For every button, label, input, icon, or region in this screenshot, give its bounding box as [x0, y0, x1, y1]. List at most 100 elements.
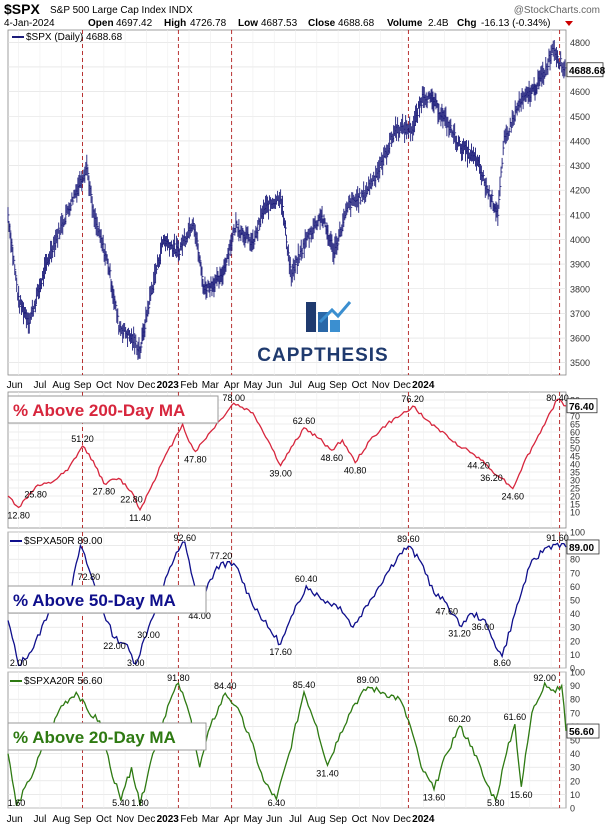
x-tick-label: 2023 — [157, 814, 180, 825]
data-label: 22.00 — [103, 641, 126, 651]
high-value: 4726.78 — [190, 18, 227, 29]
data-label: 25.80 — [24, 490, 47, 500]
data-label: 5.80 — [487, 798, 505, 808]
y-tick-label: 50 — [570, 596, 580, 606]
x-tick-label: Oct — [352, 380, 368, 391]
current-value-flag — [566, 723, 600, 739]
data-label: 22.80 — [120, 495, 143, 505]
x-tick-label: Feb — [180, 380, 198, 391]
data-label: 60.40 — [295, 574, 318, 584]
y-tick-label: 40 — [570, 749, 580, 759]
data-label: 12.80 — [7, 511, 30, 521]
current-value-text: 89.00 — [569, 543, 594, 554]
data-label: 11.40 — [129, 513, 151, 523]
current-value-text: 4688.68 — [569, 66, 605, 77]
y-tick-label: 10 — [570, 508, 580, 518]
logo-text: CAPPTHESIS — [257, 345, 388, 366]
data-label: 84.40 — [214, 681, 237, 691]
data-label: 60.20 — [448, 714, 471, 724]
quote-date: 4-Jan-2024 — [4, 18, 55, 29]
data-label: 72.80 — [78, 572, 101, 582]
close-label: Close — [308, 18, 336, 29]
x-tick-label: Jun — [266, 814, 282, 825]
data-label: 47.60 — [435, 606, 458, 616]
y-tick-label: 3700 — [570, 309, 590, 319]
y-tick-label: 3500 — [570, 358, 590, 368]
low-label: Low — [238, 18, 258, 29]
y-tick-label: 35 — [570, 468, 580, 478]
panel-frame — [7, 29, 567, 376]
y-tick-label: 65 — [570, 420, 580, 430]
x-tick-label: Dec — [138, 814, 156, 825]
capp-logo: CAPPTHESIS — [257, 301, 388, 366]
current-value-text: 76.40 — [569, 402, 594, 413]
y-tick-label: 20 — [570, 636, 580, 646]
x-tick-label: Aug — [308, 814, 326, 825]
logo-trend-icon — [318, 301, 352, 324]
data-label: 77.20 — [210, 551, 233, 561]
data-label: 44.20 — [467, 460, 490, 470]
stockcharts-watermark: @StockCharts.com — [514, 5, 600, 16]
panel-label-text: % Above 200-Day MA — [13, 401, 185, 420]
open-label: Open — [88, 18, 114, 29]
x-tick-label: 2023 — [157, 380, 180, 391]
panel-4: 01020304050607080901001.6064.005.401.809… — [7, 668, 600, 814]
data-label: 30.00 — [137, 630, 160, 640]
data-label: 3.00 — [127, 658, 145, 668]
volume-value: 2.4B — [428, 18, 449, 29]
data-label: 62.60 — [293, 416, 316, 426]
data-label: 2.00 — [10, 658, 28, 668]
y-tick-label: 4000 — [570, 235, 590, 245]
x-tick-label: Dec — [393, 380, 411, 391]
x-tick-label: 2024 — [412, 380, 435, 391]
x-tick-label: 2024 — [412, 814, 435, 825]
high-label: High — [164, 18, 186, 29]
volume-label: Volume — [387, 18, 423, 29]
data-label: 44.00 — [188, 611, 211, 621]
x-tick-label: Jul — [289, 814, 302, 825]
data-label: 40.80 — [344, 466, 367, 476]
y-tick-label: 30 — [570, 476, 580, 486]
y-tick-label: 3600 — [570, 334, 590, 344]
legend-title: $SPXA50R 89.00 — [24, 536, 103, 547]
y-tick-label: 20 — [570, 492, 580, 502]
data-label: 8.60 — [493, 658, 511, 668]
data-label: 89.00 — [357, 675, 380, 685]
x-tick-label: Oct — [352, 814, 368, 825]
x-tick-label: Mar — [202, 814, 220, 825]
y-tick-label: 60 — [570, 582, 580, 592]
panel-label-box — [7, 585, 207, 614]
x-tick-label: Jul — [289, 380, 302, 391]
x-tick-label: Apr — [224, 380, 240, 391]
x-tick-label: Sep — [329, 814, 347, 825]
x-tick-label: Nov — [372, 380, 390, 391]
panel-label-text: % Above 50-Day MA — [13, 591, 176, 610]
y-tick-label: 30 — [570, 623, 580, 633]
x-tick-label: Jul — [34, 814, 47, 825]
x-tick-label: Nov — [116, 814, 134, 825]
y-tick-label: 90 — [570, 681, 580, 691]
data-label: 31.40 — [316, 768, 339, 778]
x-tick-label: Sep — [74, 814, 92, 825]
panel-2: 10152025303540455055606570758012.8025.80… — [7, 391, 598, 529]
x-tick-label: Jun — [7, 380, 23, 391]
x-tick-label: Apr — [224, 814, 240, 825]
data-label: 91.60 — [546, 533, 569, 543]
chg-label: Chg — [457, 18, 476, 29]
x-tick-label: Oct — [96, 814, 112, 825]
data-label: 5.40 — [112, 798, 130, 808]
y-tick-label: 0 — [570, 664, 575, 674]
data-label: 80.40 — [546, 393, 569, 403]
y-tick-label: 0 — [570, 804, 575, 814]
y-tick-label: 60 — [570, 428, 580, 438]
x-tick-label: Feb — [180, 814, 198, 825]
panel-label-box — [7, 722, 207, 751]
y-tick-label: 10 — [570, 790, 580, 800]
panel-label-text: % Above 20-Day MA — [13, 728, 176, 747]
data-label: 89.60 — [397, 534, 420, 544]
x-tick-label: Aug — [52, 380, 70, 391]
y-tick-label: 10 — [570, 650, 580, 660]
y-tick-label: 3800 — [570, 284, 590, 294]
data-label: 13.60 — [423, 793, 446, 803]
